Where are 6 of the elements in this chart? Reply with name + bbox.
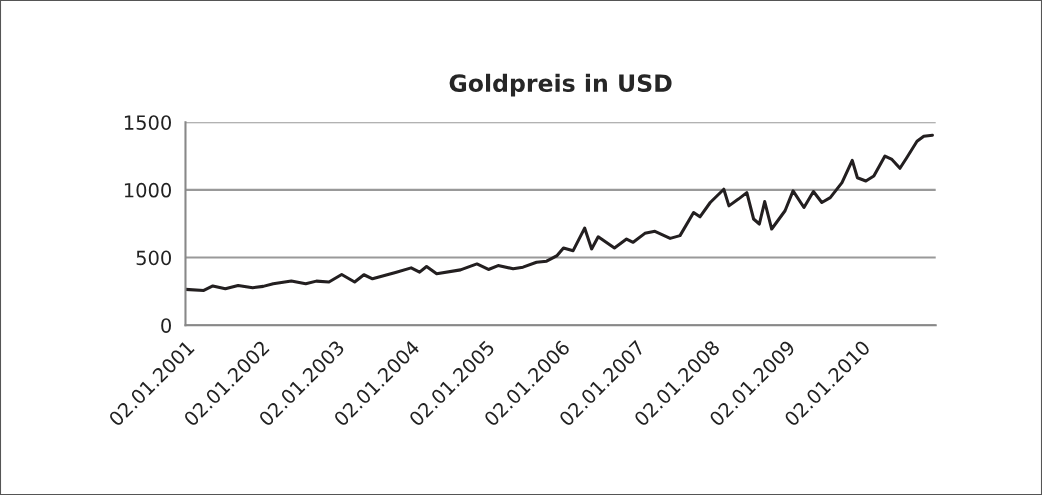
y-tick-label: 1000: [124, 182, 171, 198]
chart-title: Goldpreis in USD: [449, 73, 672, 97]
y-tick-label: 1500: [124, 115, 171, 130]
y-tick-label: 500: [136, 250, 171, 266]
line-series: [185, 133, 934, 292]
y-tick-label: 0: [161, 318, 171, 333]
